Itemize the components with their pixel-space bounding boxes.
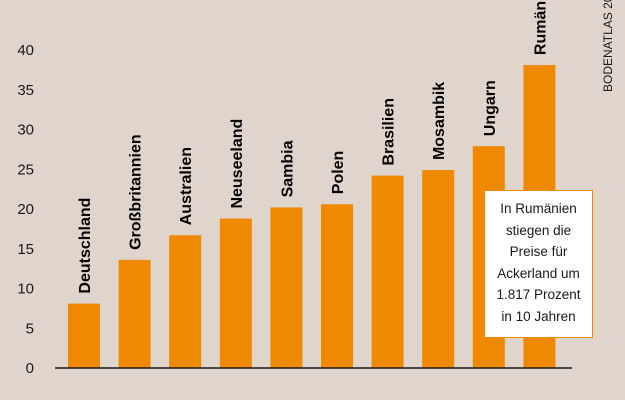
y-tick-label: 30 [17, 122, 34, 139]
bar [169, 235, 202, 368]
bar [371, 175, 404, 368]
category-label: Deutschland [77, 198, 94, 294]
annotation-line: Ackerland um [497, 265, 580, 281]
source-credit: BODENATLAS 2015 [601, 0, 615, 92]
category-labels-group: Deutschland Großbritannien Australien Neuse… [77, 0, 549, 294]
bar [422, 170, 455, 368]
y-tick-label: 35 [17, 82, 34, 99]
annotation-line: in 10 Jahren [501, 308, 576, 324]
category-label: Brasilien [381, 98, 398, 166]
y-tick-label: 20 [17, 201, 34, 218]
category-label: Australien [178, 147, 195, 225]
bar [270, 207, 303, 368]
category-label: Neuseeland [229, 119, 246, 209]
category-label: Sambia [279, 140, 296, 197]
y-tick-label: 0 [26, 360, 34, 377]
category-label: Großbritannien [128, 134, 145, 250]
y-tick-label: 25 [17, 161, 34, 178]
bar [68, 303, 100, 368]
category-label: Rumänien [532, 0, 549, 55]
bar [118, 259, 151, 368]
y-tick-label: 15 [17, 241, 34, 258]
category-label: Mosambik [431, 82, 448, 160]
annotation-box: In Rumänien stiegen die Preise für Acker… [484, 190, 593, 338]
category-label: Polen [330, 151, 347, 195]
annotation-line: 1.817 Prozent [496, 287, 581, 302]
y-axis: 0 5 10 15 20 25 30 35 40 [17, 42, 34, 377]
bar [321, 204, 353, 368]
category-label: Ungarn [482, 80, 499, 136]
y-tick-label: 40 [17, 42, 34, 59]
bar [219, 218, 252, 368]
annotation-line: Preise für [509, 244, 568, 259]
annotation-line: In Rumänien [500, 201, 577, 216]
y-tick-label: 10 [17, 281, 34, 298]
y-tick-label: 5 [26, 320, 34, 337]
annotation-line: stiegen die [505, 222, 572, 238]
